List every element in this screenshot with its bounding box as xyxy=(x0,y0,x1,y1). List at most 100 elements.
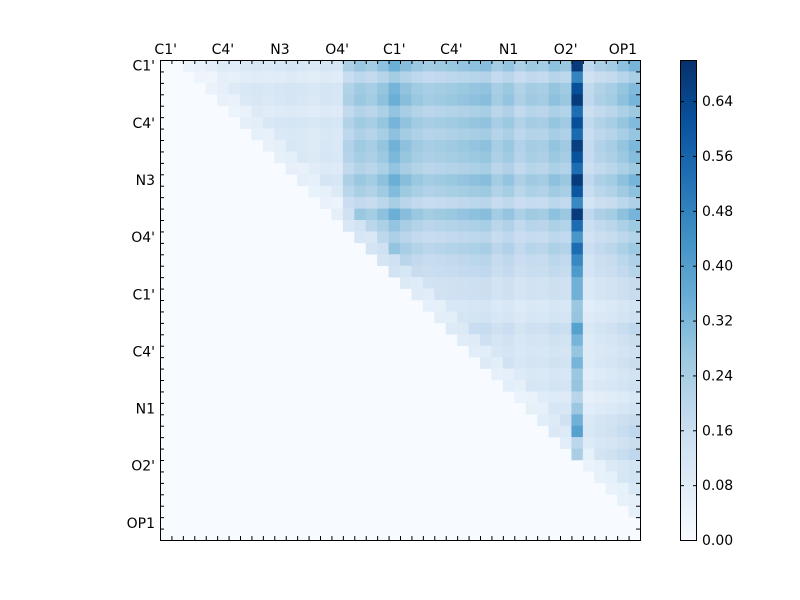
heatmap-cell xyxy=(617,117,629,129)
heatmap-cell xyxy=(525,391,538,404)
heatmap-cell xyxy=(320,174,332,187)
heatmap-cell xyxy=(342,105,355,118)
heatmap-cell xyxy=(605,334,618,347)
heatmap-cell xyxy=(377,197,389,209)
heatmap-cell xyxy=(445,105,458,118)
heatmap-cell xyxy=(457,140,469,152)
heatmap-cell xyxy=(480,185,492,198)
heatmap-cell xyxy=(525,94,538,107)
heatmap-cell xyxy=(525,174,538,187)
heatmap-cell xyxy=(605,242,618,255)
heatmap-cell xyxy=(308,140,321,152)
x-tick-label: C4' xyxy=(440,42,463,58)
heatmap-cell xyxy=(422,60,435,72)
heatmap-cell xyxy=(365,208,378,221)
heatmap-cell xyxy=(342,128,355,141)
heatmap-cell xyxy=(571,322,584,335)
heatmap-cell xyxy=(354,82,367,95)
heatmap-cell xyxy=(308,71,321,84)
heatmap-cell xyxy=(514,265,527,278)
heatmap-cell xyxy=(605,425,618,438)
heatmap-cell xyxy=(605,162,618,175)
heatmap-cell xyxy=(560,162,572,175)
heatmap-cell xyxy=(537,105,549,118)
heatmap-cell xyxy=(457,334,469,347)
heatmap-cell xyxy=(617,208,629,221)
heatmap-cell xyxy=(468,334,481,347)
heatmap-cell xyxy=(617,368,629,381)
heatmap-cell xyxy=(605,60,618,72)
heatmap-cell xyxy=(537,414,549,427)
heatmap-cell xyxy=(377,71,389,84)
colorbar-tick-label: 0.40 xyxy=(702,259,733,275)
heatmap-cell xyxy=(445,140,458,152)
heatmap-cell xyxy=(628,300,641,312)
heatmap-cell xyxy=(571,254,584,267)
heatmap-cell xyxy=(594,425,607,438)
heatmap-cell xyxy=(548,117,561,129)
heatmap-cell xyxy=(525,380,538,392)
heatmap-cell xyxy=(525,231,538,244)
heatmap-cell xyxy=(365,94,378,107)
heatmap-cell xyxy=(491,162,504,175)
heatmap-cell xyxy=(342,162,355,175)
heatmap-cell xyxy=(388,151,401,164)
heatmap-cell xyxy=(617,448,629,461)
heatmap-cell xyxy=(617,311,629,324)
heatmap-cell xyxy=(525,151,538,164)
heatmap-cell xyxy=(354,117,367,129)
heatmap-cell xyxy=(594,357,607,369)
heatmap-cell xyxy=(537,220,549,232)
heatmap-cell xyxy=(434,174,447,187)
heatmap-cell xyxy=(617,105,629,118)
heatmap-cell xyxy=(548,288,561,301)
heatmap-cell xyxy=(400,208,412,221)
heatmap-cell xyxy=(365,151,378,164)
y-tick-label: C4' xyxy=(132,344,155,360)
heatmap-cell xyxy=(251,60,264,72)
heatmap-cell xyxy=(571,448,584,461)
heatmap-cell xyxy=(320,128,332,141)
heatmap-cell xyxy=(628,471,641,484)
heatmap-cell xyxy=(537,254,549,267)
heatmap-cell xyxy=(502,265,515,278)
heatmap-cell xyxy=(571,425,584,438)
heatmap-cell xyxy=(514,288,527,301)
heatmap-cell xyxy=(468,128,481,141)
heatmap-cell xyxy=(605,345,618,358)
heatmap-cell xyxy=(240,94,252,107)
heatmap-cell xyxy=(457,185,469,198)
heatmap-cell xyxy=(308,60,321,72)
heatmap-cell xyxy=(560,71,572,84)
heatmap-cell xyxy=(274,151,287,164)
heatmap-cell xyxy=(377,82,389,95)
heatmap-cell xyxy=(480,140,492,152)
heatmap-cell xyxy=(320,117,332,129)
heatmap-cell xyxy=(605,482,618,495)
heatmap-cell xyxy=(582,174,595,187)
heatmap-cell xyxy=(571,82,584,95)
heatmap-cell xyxy=(582,380,595,392)
heatmap-cell xyxy=(628,345,641,358)
heatmap-cell xyxy=(445,300,458,312)
heatmap-cell xyxy=(342,60,355,72)
heatmap-cell xyxy=(594,368,607,381)
heatmap-cell xyxy=(582,220,595,232)
heatmap-cell xyxy=(422,151,435,164)
heatmap-cell xyxy=(617,140,629,152)
heatmap-cell xyxy=(628,322,641,335)
heatmap-cell xyxy=(480,151,492,164)
heatmap-cell xyxy=(388,82,401,95)
heatmap-cell xyxy=(354,105,367,118)
heatmap-cell xyxy=(297,174,309,187)
heatmap-cell xyxy=(274,140,287,152)
heatmap-cell xyxy=(354,140,367,152)
heatmap-cell xyxy=(502,242,515,255)
colorbar-tick-label: 0.32 xyxy=(702,314,733,330)
heatmap-cell xyxy=(594,220,607,232)
heatmap-cell xyxy=(502,220,515,232)
heatmap-cell xyxy=(308,185,321,198)
heatmap-cell xyxy=(365,128,378,141)
heatmap-cell xyxy=(400,220,412,232)
heatmap-cell xyxy=(617,277,629,289)
